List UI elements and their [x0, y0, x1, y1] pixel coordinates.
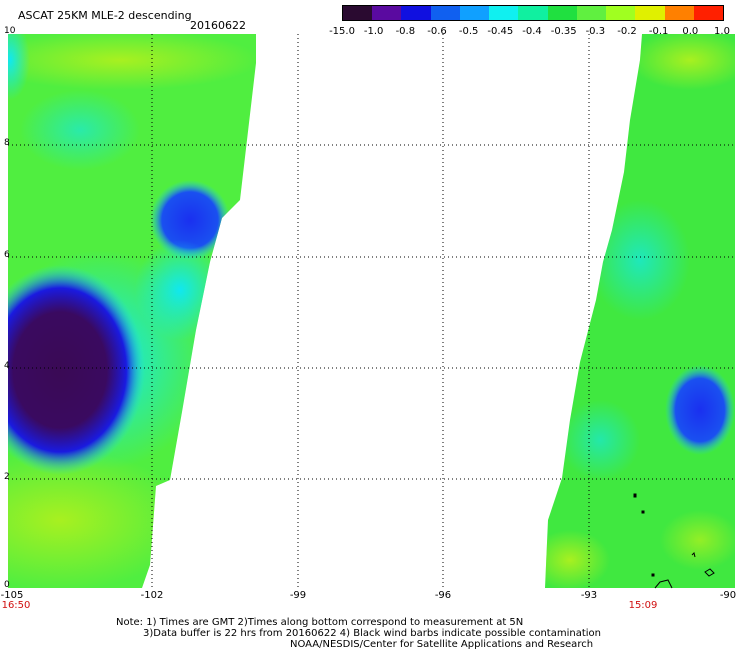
- x-tick-label: -102: [140, 590, 164, 601]
- legend-swatch: [489, 6, 519, 20]
- map-title: ASCAT 25KM MLE-2 descending: [18, 9, 192, 22]
- color-legend-bar: [342, 5, 724, 21]
- legend-swatch: [547, 6, 577, 20]
- x-tick-label: -96: [434, 590, 452, 601]
- y-tick-label: 10: [4, 26, 16, 36]
- legend-label: -0.3: [585, 26, 606, 37]
- legend-label: -0.2: [617, 26, 637, 37]
- note-line-2: 3)Data buffer is 22 hrs from 20160622 4)…: [143, 628, 601, 639]
- legend-label: -0.8: [395, 26, 416, 37]
- y-tick-label: 0: [4, 580, 10, 590]
- legend-label: -15.0: [329, 26, 355, 37]
- legend-label: 1.0: [714, 26, 730, 37]
- x-tick-label: -105: [0, 590, 24, 601]
- legend-label: -0.1: [648, 26, 669, 37]
- legend-label: -0.4: [522, 26, 542, 37]
- legend-swatch: [459, 6, 490, 20]
- y-tick-label: 4: [4, 361, 10, 371]
- legend-swatch: [430, 6, 460, 20]
- note-line-3: NOAA/NESDIS/Center for Satellite Applica…: [290, 639, 594, 650]
- time-label-left: 16:50: [1, 600, 31, 611]
- legend-label: -0.35: [550, 26, 577, 37]
- y-tick-label: 6: [4, 250, 10, 260]
- legend-label: -1.0: [363, 26, 384, 37]
- note-line-1: Note: 1) Times are GMT 2)Times along bot…: [116, 617, 524, 628]
- time-label-right: 15:09: [628, 600, 658, 611]
- legend-swatch: [401, 6, 431, 20]
- legend-swatch: [343, 6, 373, 20]
- legend-label: -0.5: [458, 26, 479, 37]
- legend-swatch: [606, 6, 636, 20]
- legend-swatch: [693, 6, 724, 20]
- legend-swatch: [518, 6, 548, 20]
- color-legend-labels: -15.0 -1.0 -0.8 -0.6 -0.5 -0.45 -0.4 -0.35 -0.3-…: [320, 26, 740, 38]
- map-date: 20160622: [190, 19, 246, 32]
- coastline: [633, 493, 715, 589]
- legend-swatch: [576, 6, 607, 20]
- legend-swatch: [372, 6, 402, 20]
- legend-swatch: [635, 6, 665, 20]
- legend-label: 0.0: [682, 26, 699, 37]
- legend-label: -0.45: [487, 26, 514, 37]
- legend-swatch: [664, 6, 694, 20]
- left-swath: [8, 34, 256, 588]
- lat-lon-grid: [8, 34, 735, 588]
- right-swath: [545, 34, 735, 588]
- x-tick-label: -93: [580, 590, 598, 601]
- x-tick-label: -90: [719, 590, 737, 601]
- x-tick-label: -99: [289, 590, 307, 601]
- y-tick-label: 8: [4, 138, 10, 148]
- legend-label: -0.6: [427, 26, 447, 37]
- y-tick-label: 2: [4, 472, 10, 482]
